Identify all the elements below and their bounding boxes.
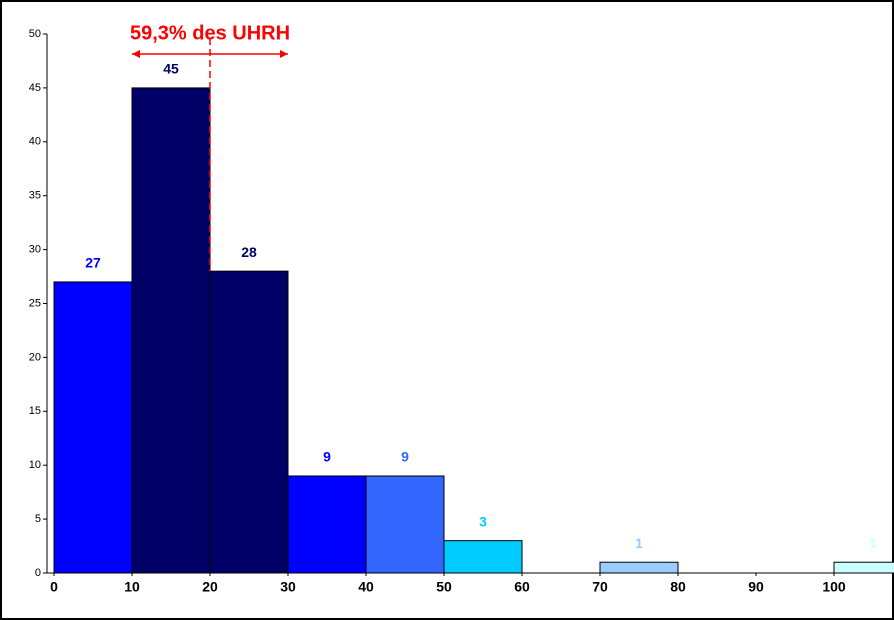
bar	[365, 475, 445, 574]
x-tick-label: 70	[592, 579, 608, 595]
y-tick-label: 30	[29, 244, 41, 256]
bar	[443, 540, 523, 574]
bar	[131, 87, 211, 574]
y-tick-label: 15	[29, 405, 41, 417]
y-tick-label: 10	[29, 459, 41, 471]
y-tick-label: 5	[35, 513, 41, 525]
y-tick-label: 20	[29, 351, 41, 363]
x-tick-label: 40	[358, 579, 374, 595]
x-tick-label: 50	[436, 579, 452, 595]
bar	[53, 281, 133, 574]
y-tick-label: 35	[29, 190, 41, 202]
y-tick-label: 50	[29, 28, 41, 40]
x-tick-label: 10	[124, 579, 140, 595]
x-tick-label: 60	[514, 579, 530, 595]
x-tick-label: 80	[670, 579, 686, 595]
data-label: 3	[479, 513, 487, 529]
data-label: 27	[85, 255, 101, 271]
data-label: 1	[869, 535, 877, 551]
data-label: 1	[635, 535, 643, 551]
x-tick-label: 20	[202, 579, 218, 595]
bar	[209, 270, 289, 574]
bar	[287, 475, 367, 574]
annotation-text: 59,3% des UHRH	[130, 22, 290, 44]
data-label: 9	[323, 449, 331, 465]
y-tick-label: 40	[29, 136, 41, 148]
x-tick-label: 30	[280, 579, 296, 595]
data-label: 45	[163, 61, 179, 77]
bar	[833, 561, 894, 574]
y-tick-label: 0	[35, 567, 41, 579]
y-tick-label: 45	[29, 82, 41, 94]
x-tick-label: 0	[50, 579, 58, 595]
data-label: 9	[401, 449, 409, 465]
x-tick-label: 100	[822, 579, 846, 595]
x-tick-label: 90	[748, 579, 764, 595]
data-label: 28	[241, 244, 257, 260]
bar	[599, 561, 679, 574]
y-tick-label: 25	[29, 297, 41, 309]
